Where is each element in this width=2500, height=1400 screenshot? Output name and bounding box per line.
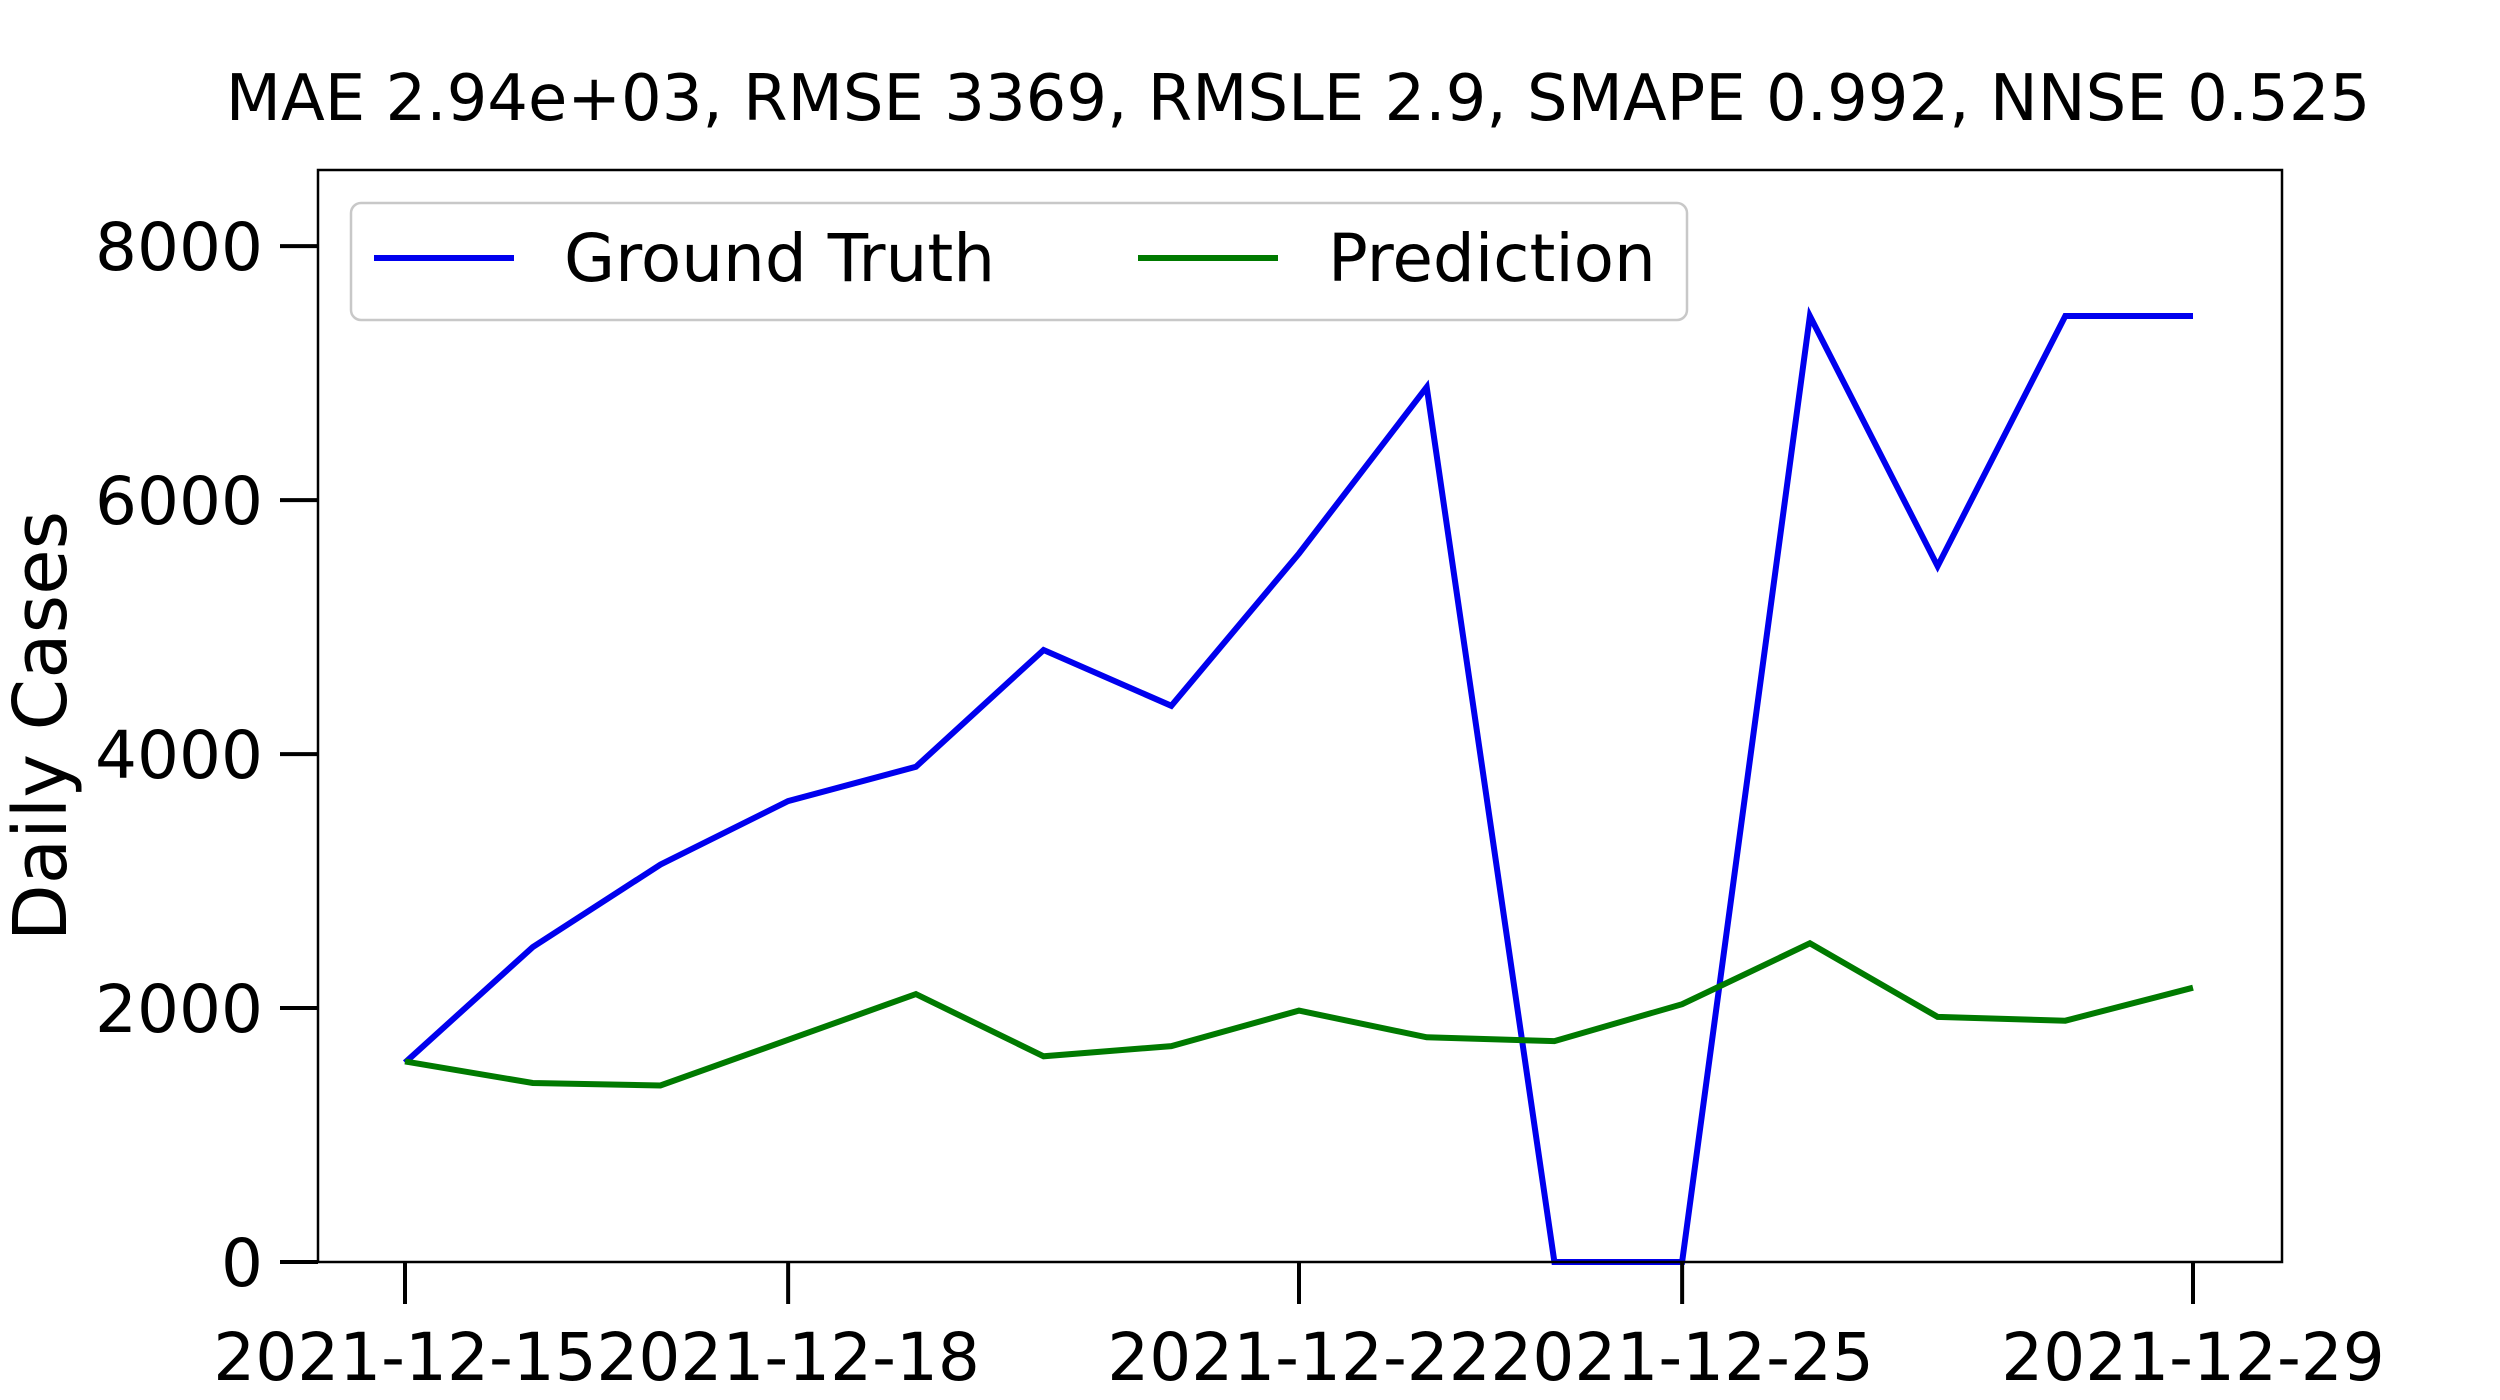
y-tick-label: 6000 bbox=[95, 463, 263, 540]
chart-title: MAE 2.94e+03, RMSE 3369, RMSLE 2.9, SMAP… bbox=[226, 62, 2371, 136]
legend-label: Prediction bbox=[1328, 220, 1656, 297]
x-axis: 2021-12-15 2021-12-18 2021-12-22 2021-12-25… bbox=[213, 1262, 2385, 1396]
x-tick-label: 2021-12-25 bbox=[1490, 1319, 1874, 1396]
legend-box bbox=[349, 201, 1689, 322]
x-tick-label: 2021-12-15 bbox=[213, 1319, 597, 1396]
series-line-prediction bbox=[404, 939, 2194, 1089]
plot-frame bbox=[316, 168, 2284, 1264]
y-axis: 0 2000 4000 6000 8000 bbox=[95, 209, 318, 1302]
x-tick-label: 2021-12-18 bbox=[596, 1319, 980, 1396]
y-tick-label: 8000 bbox=[95, 209, 263, 286]
y-tick-label: 0 bbox=[221, 1225, 263, 1302]
x-tick-label: 2021-12-29 bbox=[2001, 1319, 2385, 1396]
y-tick-label: 2000 bbox=[95, 971, 263, 1048]
plot-area bbox=[316, 168, 2284, 1265]
y-tick-label: 4000 bbox=[95, 717, 263, 794]
series-line-ground-truth bbox=[402, 306, 2193, 1265]
legend-label: Ground Truth bbox=[564, 220, 995, 297]
y-axis-label: Daily Cases bbox=[0, 511, 84, 941]
x-tick-label: 2021-12-22 bbox=[1107, 1319, 1491, 1396]
legend: Ground Truth Prediction bbox=[349, 201, 1689, 322]
